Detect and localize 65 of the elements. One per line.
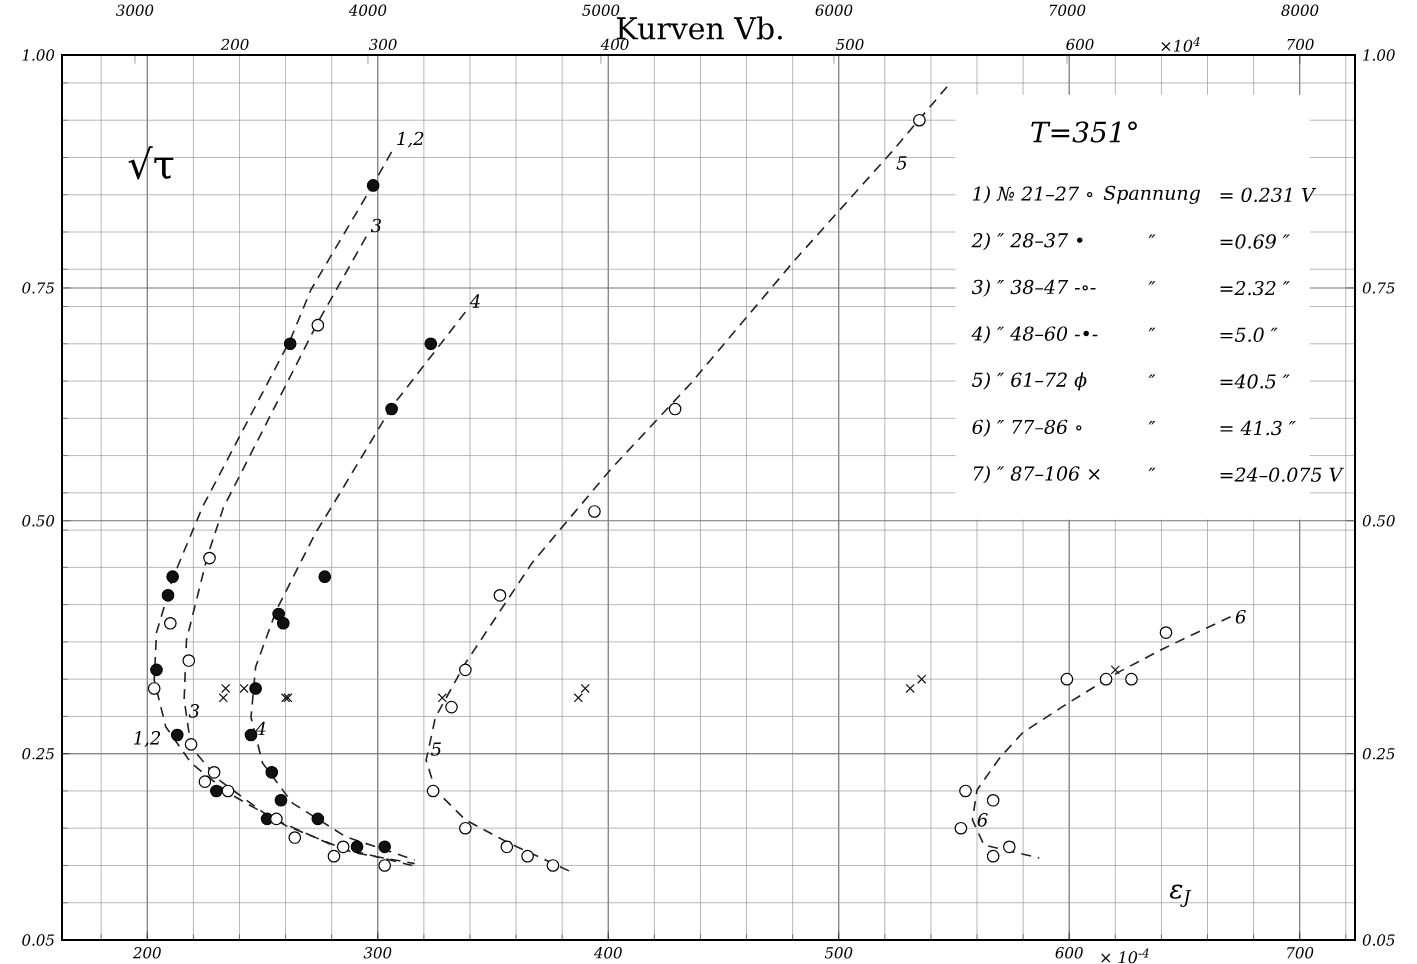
text: 400: [600, 38, 629, 51]
annotation: =5.0 ″: [1220, 327, 1278, 342]
x-tick-label: 200: [132, 947, 161, 959]
x2-tick-label: 6000: [815, 4, 853, 16]
annotation: Spannung: [1103, 185, 1201, 205]
annotation: 2) ″ 28–37 •: [971, 232, 1083, 251]
annotation: ″: [1148, 421, 1156, 425]
annotation: T=351°: [1031, 121, 1137, 143]
annotation: 3: [370, 218, 381, 233]
annotation: =40.5 ″: [1220, 374, 1290, 389]
annotation: 4: [469, 294, 480, 308]
annotation: 7) ″ 87–106 ×: [973, 465, 1100, 484]
text: ×10$^{4}$: [1161, 37, 1200, 52]
annotation: 1,2: [397, 131, 424, 148]
annotation: ″: [1148, 374, 1156, 378]
chart-title: Kurven Vb.: [616, 16, 782, 40]
x2-tick-label: 3000: [116, 4, 154, 16]
annotation: ″: [1148, 281, 1156, 285]
y-axis-title: √τ: [128, 146, 174, 180]
annotation: = 0.231 V: [1220, 187, 1317, 203]
text: 700: [1287, 38, 1314, 51]
annotation: 1) № 21–27 ∘: [972, 186, 1093, 204]
annotation: ″: [1148, 234, 1156, 239]
annotation: 1,2: [133, 731, 161, 747]
annotation: 5: [430, 742, 441, 756]
y-tick-label: 0.75: [22, 282, 55, 294]
annotation: 3) ″ 38–47 -∘-: [971, 279, 1096, 297]
annotation: 3: [188, 704, 199, 718]
y2-tick-label: 0.25: [1362, 748, 1395, 760]
y-tick-label: 0.50: [22, 515, 55, 527]
y-tick-label: 0.05: [22, 934, 55, 946]
x2-tick-label: 5000: [582, 4, 620, 16]
annotation: =2.32 ″: [1220, 280, 1290, 296]
x2-tick-label: 7000: [1049, 4, 1086, 16]
annotation: ″: [1148, 327, 1156, 332]
x-tick-label: 400: [593, 947, 622, 959]
x-tick-label: 700: [1287, 947, 1314, 959]
text: 200: [220, 38, 249, 51]
x2-tick-label: 8000: [1281, 4, 1319, 16]
x-tick-label: 300: [363, 947, 392, 959]
y2-tick-label: 1.00: [1363, 49, 1395, 61]
y2-tick-label: 0.75: [1362, 282, 1395, 294]
annotation: 6: [1235, 609, 1246, 624]
annotation: = 41.3 ″: [1220, 420, 1296, 436]
annotation: 5) ″ 61–72 ϕ: [972, 372, 1087, 391]
x2-tick-label: 4000: [348, 4, 387, 16]
annotation: 5: [896, 156, 907, 170]
y-tick-label: 0.25: [22, 748, 55, 760]
annotation: 6: [977, 813, 988, 827]
y2-tick-label: 0.50: [1362, 515, 1395, 527]
text: × 10$^{-4}$: [1101, 948, 1149, 964]
annotation: =24–0.075 V: [1220, 467, 1344, 482]
x-tick-label: 500: [824, 947, 853, 959]
text: 300: [368, 38, 397, 51]
annotation: 4: [255, 721, 266, 736]
text: 600: [1066, 38, 1094, 51]
annotation: ″: [1148, 467, 1156, 472]
text: 500: [836, 38, 864, 51]
annotation: =0.69 ″: [1220, 234, 1290, 249]
y-tick-label: 1.00: [22, 49, 55, 61]
annotation: 6) ″ 77–86 ∘: [972, 419, 1082, 437]
x-tick-label: 600: [1055, 947, 1083, 959]
x-axis-title: ε$_{J}$: [1169, 884, 1192, 907]
annotation: 4) ″ 48–60 -•-: [971, 326, 1098, 344]
y2-tick-label: 0.05: [1362, 934, 1395, 946]
